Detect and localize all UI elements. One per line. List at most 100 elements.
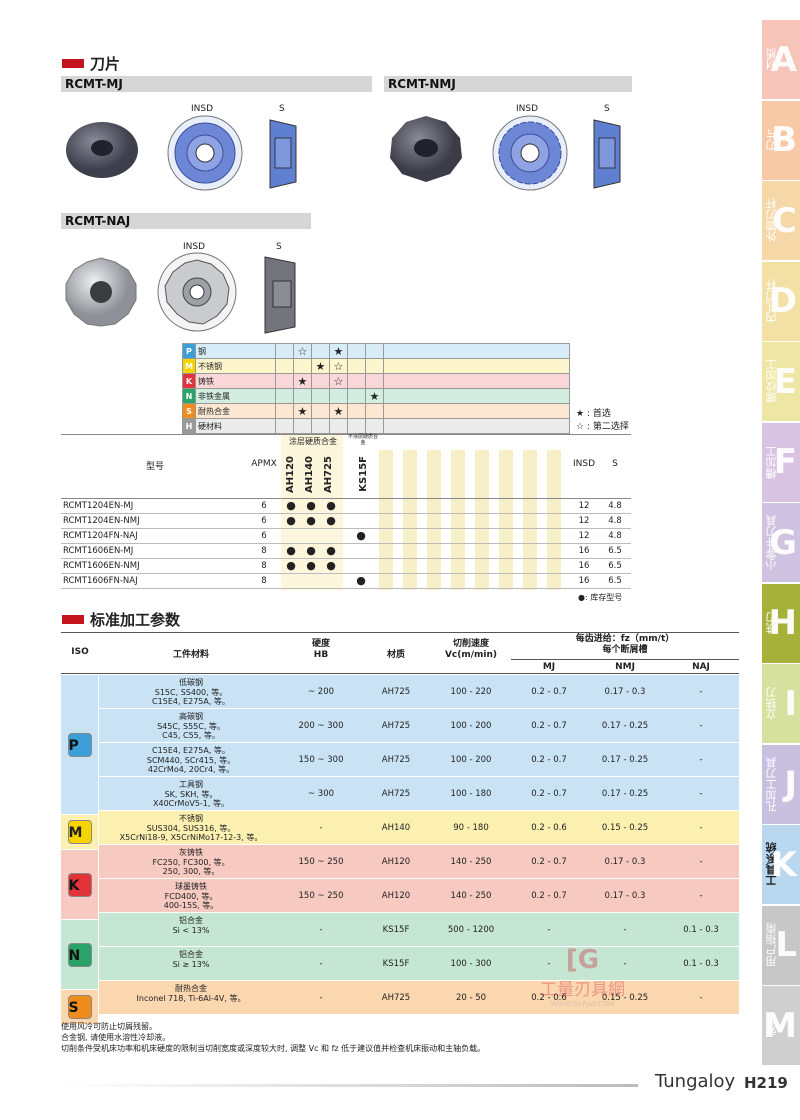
col-header-s: S bbox=[612, 459, 618, 469]
spec-stock-mark: ● bbox=[306, 559, 316, 572]
params-mj: - bbox=[547, 925, 551, 935]
params-mj: 0.2 - 0.7 bbox=[531, 857, 567, 867]
params-mat: 不锈钢 SUS304, SUS316, 等。 X5CrNi18-9, X5CrN… bbox=[119, 814, 263, 842]
params-hb: - bbox=[319, 823, 323, 833]
params-row: 耐热合金 Inconel 718, Ti-6Al-4V, 等。 - AH725 20 … bbox=[99, 981, 739, 1015]
params-hb: - bbox=[319, 925, 323, 935]
spec-insd: 16 bbox=[578, 561, 590, 571]
grade-mark bbox=[346, 418, 366, 434]
spec-stock-mark: ● bbox=[326, 544, 336, 557]
note-line: 切削条件受机床功率和机床硬度的限制当切削宽度或深度较大时, 调整 Vc 和 fz… bbox=[61, 1044, 486, 1053]
grade-mark: ☆ bbox=[292, 343, 312, 359]
params-hb: 150 ~ 250 bbox=[298, 857, 344, 867]
side-tab-letter: L bbox=[775, 925, 797, 965]
footer-page-number: H219 bbox=[744, 1074, 788, 1092]
insert-drawing-naj bbox=[157, 252, 237, 332]
dim-label-insd-mj: INSD bbox=[191, 104, 214, 114]
spec-stock-mark: ● bbox=[356, 529, 366, 542]
iso-group-M: M bbox=[61, 815, 98, 849]
side-tab-m[interactable]: 索引 M bbox=[762, 986, 800, 1065]
params-grade: KS15F bbox=[382, 925, 410, 935]
params-mat: 工具钢 SK, SKH, 等。 X40CrMoV5-1, 等。 bbox=[153, 780, 229, 808]
legend-stock: ●: 库存型号 bbox=[578, 593, 623, 602]
insert-drawing-nmj bbox=[492, 115, 568, 191]
grade-col-label: AH140 bbox=[304, 455, 316, 493]
grade-mark bbox=[310, 388, 330, 404]
insert-spec-table: 型号 APMX 涂层硬质合金 不涂层硬质合金 AH120 AH140 AH725 KS… bbox=[61, 434, 631, 590]
params-hb: ~ 200 bbox=[307, 687, 335, 697]
spec-insd: 12 bbox=[578, 501, 590, 511]
spec-stock-mark: ● bbox=[356, 574, 366, 587]
params-nmj: 0.17 - 0.25 bbox=[601, 755, 649, 765]
params-vc: 20 - 50 bbox=[455, 993, 487, 1003]
grade-mark bbox=[310, 373, 330, 389]
insert-photo-mj bbox=[66, 122, 138, 178]
section-marker bbox=[62, 59, 84, 68]
spec-apmx: 6 bbox=[261, 501, 267, 511]
grade-mark bbox=[328, 418, 348, 434]
params-col-mj: MJ bbox=[542, 662, 556, 672]
spec-s: 6.5 bbox=[608, 576, 622, 586]
spec-apmx: 6 bbox=[261, 531, 267, 541]
grade-code: K bbox=[182, 373, 196, 389]
col-header-model: 型号 bbox=[145, 462, 164, 472]
spec-rows: RCMT1204EN-MJ 6 ● ● ● 12 4.8 RCMT1204EN-NMJ 6 ● ● ●… bbox=[61, 499, 631, 589]
grade-col-header: KS15F bbox=[348, 450, 379, 498]
grade-mark bbox=[346, 343, 366, 359]
model-bar-mj: RCMT-MJ bbox=[61, 76, 372, 92]
legend-second: ☆ : 第二选择 bbox=[576, 422, 629, 432]
side-tab-j[interactable]: 孔加工刀具 J bbox=[762, 744, 800, 824]
side-tab-b[interactable]: 刀片 B bbox=[762, 100, 800, 180]
side-tab-l[interactable]: 用户指南 L bbox=[762, 905, 800, 985]
iso-badge: P bbox=[67, 732, 92, 757]
side-tab-d[interactable]: 内孔刀杆 D bbox=[762, 261, 800, 341]
watermark: [G 工量刃具網 WWW.GLRJW.COM bbox=[540, 945, 625, 1008]
grade-mark bbox=[346, 358, 366, 374]
params-row: 不锈钢 SUS304, SUS316, 等。 X5CrNi18-9, X5CrN… bbox=[99, 811, 739, 845]
params-mat: 球墨铸铁 FCD400, 等。 400-15S, 等。 bbox=[163, 882, 219, 910]
spec-stock-mark: ● bbox=[286, 514, 296, 527]
side-tab-e[interactable]: 螺纹加工 E bbox=[762, 342, 800, 421]
side-tab-f[interactable]: 槽加工 F bbox=[762, 422, 800, 502]
spec-model: RCMT1204EN-MJ bbox=[63, 501, 134, 511]
spec-stock-mark: ● bbox=[286, 559, 296, 572]
params-nmj: - bbox=[623, 959, 627, 969]
params-col-vc: 切削速度 Vc(m/min) bbox=[444, 639, 498, 660]
params-naj: - bbox=[699, 857, 703, 867]
params-mat: 耐热合金 Inconel 718, Ti-6Al-4V, 等。 bbox=[136, 984, 246, 1003]
side-tab-h[interactable]: 铣刀 H bbox=[762, 583, 800, 663]
spec-insd: 16 bbox=[578, 576, 590, 586]
spec-stock-mark: ● bbox=[326, 559, 336, 572]
grade-name: 非铁金属 bbox=[194, 388, 276, 404]
grade-mark bbox=[274, 418, 294, 434]
grade-mark bbox=[310, 343, 330, 359]
spec-model: RCMT1606EN-MJ bbox=[63, 546, 134, 556]
side-tab-k[interactable]: 工具系统 K bbox=[762, 825, 800, 904]
params-col-naj: NAJ bbox=[692, 662, 710, 672]
spec-stock-mark: ● bbox=[306, 514, 316, 527]
spec-row: RCMT1204EN-MJ 6 ● ● ● 12 4.8 bbox=[61, 499, 631, 514]
params-naj: - bbox=[699, 755, 703, 765]
params-naj: - bbox=[699, 687, 703, 697]
params-mat: 高碳钢 S45C, S55C, 等。 C45, C55, 等。 bbox=[157, 712, 225, 740]
section-title-inserts: 刀片 bbox=[62, 53, 120, 74]
grade-column-headers: AH120 AH140 AH725 KS15F bbox=[281, 450, 379, 498]
footer-rule bbox=[60, 1084, 638, 1087]
grade-col-header: AH140 bbox=[300, 450, 319, 498]
grade-name: 耐热合金 bbox=[194, 403, 276, 419]
params-header: ISO 工件材料 硬度 HB 材质 切削速度 Vc(m/min) 每齿进给：fz… bbox=[61, 632, 739, 674]
params-mat: 低碳钢 S15C, SS400, 等。 C15E4, E275A, 等。 bbox=[152, 678, 230, 706]
grade-code: H bbox=[182, 418, 196, 434]
side-tab-a[interactable]: 材质 A bbox=[762, 20, 800, 99]
grade-fill bbox=[382, 388, 571, 404]
side-tab-g[interactable]: 小零件刀具 G bbox=[762, 503, 800, 582]
side-tab-i[interactable]: 立铣刀 I bbox=[762, 664, 800, 743]
model-bar-naj: RCMT-NAJ bbox=[61, 213, 311, 229]
spec-s: 4.8 bbox=[608, 531, 622, 541]
params-vc: 100 - 180 bbox=[450, 789, 492, 799]
side-tab-c[interactable]: 外圆刀杆 C bbox=[762, 181, 800, 260]
grade-col-header: AH120 bbox=[281, 450, 300, 498]
grade-mark bbox=[310, 418, 330, 434]
side-tab-letter: J bbox=[784, 764, 797, 804]
section-title-params: 标准加工参数 bbox=[62, 609, 180, 630]
